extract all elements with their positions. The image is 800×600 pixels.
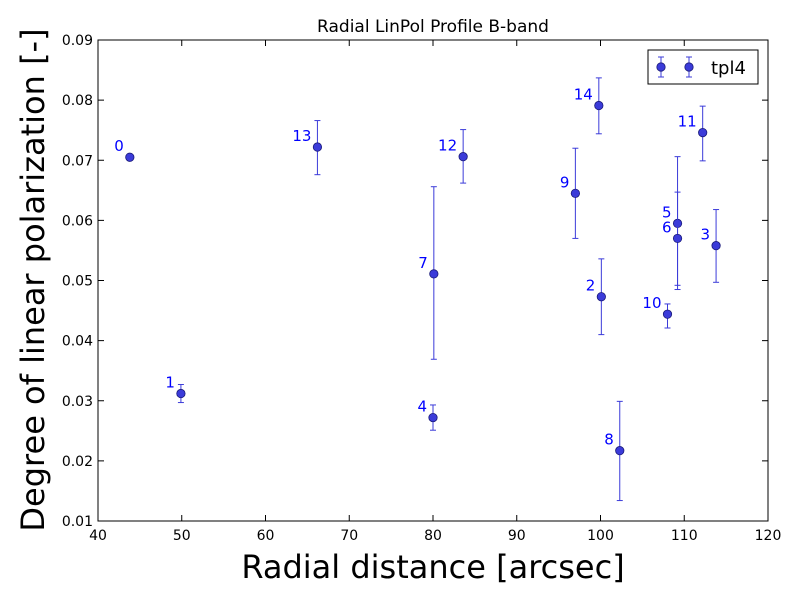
x-tick-label: 80 xyxy=(424,528,442,544)
data-point-marker xyxy=(711,241,721,251)
data-point-marker xyxy=(594,100,604,111)
data-point-marker xyxy=(672,233,683,244)
x-tick-label: 50 xyxy=(173,528,191,544)
data-point-marker xyxy=(428,412,438,423)
data-point-marker xyxy=(312,142,323,152)
x-tick-label: 100 xyxy=(587,528,614,544)
data-point-group: 14 xyxy=(574,77,604,135)
data-point-group: 13 xyxy=(292,120,323,176)
data-point-label: 11 xyxy=(678,113,697,131)
x-tick-label: 120 xyxy=(755,528,782,544)
x-tick-label: 70 xyxy=(340,528,358,544)
data-point-group: 8 xyxy=(604,400,625,502)
data-point-group: 4 xyxy=(417,398,438,431)
y-tick-label: 0.02 xyxy=(62,454,93,470)
data-point-marker xyxy=(458,152,468,162)
legend-marker-dot xyxy=(656,62,666,72)
chart-title: Radial LinPol Profile B-band xyxy=(317,17,549,37)
data-point-group: 10 xyxy=(642,294,673,329)
y-tick-label: 0.09 xyxy=(62,33,93,49)
legend: tpl4 xyxy=(647,49,759,85)
data-point-group: 7 xyxy=(418,186,439,360)
data-point-label: 6 xyxy=(662,218,672,236)
data-point-label: 0 xyxy=(114,137,124,155)
data-point-marker xyxy=(596,292,606,302)
data-point-label: 4 xyxy=(417,398,427,416)
data-point-label: 13 xyxy=(292,127,311,145)
y-axis-ticks: 0.01 0.02 0.03 0.04 0.05 0.06 0.07 0.08 0.09 xyxy=(62,33,768,530)
y-tick-label: 0.03 xyxy=(62,394,93,410)
data-point-group: 3 xyxy=(701,209,721,283)
legend-box xyxy=(647,49,759,85)
x-tick-label: 60 xyxy=(257,528,275,544)
data-point-marker xyxy=(125,152,135,162)
data-point-marker xyxy=(429,269,439,279)
y-tick-label: 0.01 xyxy=(62,514,93,530)
data-point-label: 7 xyxy=(418,254,428,272)
data-point-label: 3 xyxy=(701,226,711,244)
data-point-group: 0 xyxy=(114,137,135,162)
data-point-group: 6 xyxy=(662,191,683,286)
data-point-group: 12 xyxy=(438,129,468,184)
x-tick-label: 40 xyxy=(89,528,107,544)
data-point-label: 2 xyxy=(586,277,596,295)
data-point-group: 2 xyxy=(586,258,606,336)
legend-marker xyxy=(656,56,694,78)
data-point-group: 11 xyxy=(678,105,708,162)
data-point-label: 10 xyxy=(642,294,661,312)
data-point-group: 1 xyxy=(165,374,186,404)
x-axis-ticks: 40 50 60 70 80 90 100 110 120 xyxy=(89,40,781,544)
y-tick-label: 0.08 xyxy=(62,93,93,109)
data-point-label: 12 xyxy=(438,137,457,155)
y-axis-title: Degree of linear polarization [-] xyxy=(14,28,52,531)
legend-marker-dot xyxy=(684,62,694,72)
y-tick-label: 0.04 xyxy=(62,334,93,350)
data-point-marker xyxy=(176,388,186,399)
data-point-label: 1 xyxy=(165,374,175,392)
data-point-marker xyxy=(698,127,708,138)
data-point-group: 9 xyxy=(560,147,580,239)
data-point-label: 9 xyxy=(560,173,570,191)
data-point-marker xyxy=(662,309,673,319)
data-point-marker xyxy=(570,188,580,198)
data-point-label: 14 xyxy=(574,86,593,104)
x-tick-label: 110 xyxy=(671,528,698,544)
y-tick-label: 0.05 xyxy=(62,274,93,290)
data-point-marker xyxy=(615,446,625,456)
y-tick-label: 0.06 xyxy=(62,213,93,229)
data-point-label: 5 xyxy=(662,203,672,221)
x-axis-title: Radial distance [arcsec] xyxy=(241,548,624,586)
x-tick-label: 90 xyxy=(508,528,526,544)
data-point-label: 8 xyxy=(604,431,614,449)
legend-label-tpl4: tpl4 xyxy=(711,58,746,79)
y-tick-label: 0.07 xyxy=(62,153,93,169)
